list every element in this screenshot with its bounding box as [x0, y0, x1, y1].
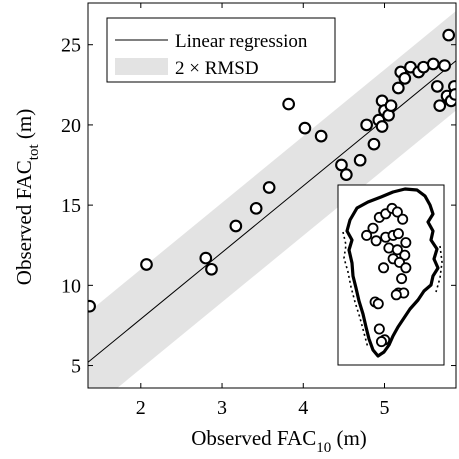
data-point	[448, 88, 456, 101]
data-point	[438, 59, 451, 72]
data-point	[314, 129, 328, 143]
inset-site-marker	[399, 249, 411, 261]
x-tick-label: 4	[298, 397, 308, 419]
y-tick-label: 25	[61, 35, 81, 57]
axes: 2 3 4 5 5 10 15 20 25	[61, 2, 457, 419]
regression-line	[88, 60, 456, 363]
inset-site-marker	[367, 222, 379, 234]
data-point	[353, 153, 367, 167]
inset-map	[337, 184, 445, 366]
x-axis-title: Observed FAC10 (m)	[191, 426, 367, 456]
data-point	[249, 201, 263, 215]
data-point	[339, 168, 353, 181]
y-axis-title: Observed FACtot (m)	[12, 109, 42, 285]
data-point	[430, 80, 444, 93]
y-axis-title-unit: (m)	[12, 109, 36, 145]
inset-site-marker	[391, 244, 403, 256]
inset-site-marker	[391, 206, 403, 218]
y-axis-title-sub: tot	[26, 144, 42, 161]
legend-band-swatch	[115, 58, 168, 75]
data-point	[360, 118, 373, 132]
data-point	[140, 258, 153, 271]
inset-site-markers	[361, 202, 412, 348]
data-point	[298, 121, 312, 135]
data-point	[391, 81, 405, 95]
data-point	[205, 262, 218, 276]
data-point	[282, 97, 296, 111]
y-tick-label: 5	[71, 356, 81, 378]
inset-site-marker	[361, 229, 373, 241]
inset-site-marker	[370, 235, 382, 247]
x-tick-label: 2	[136, 397, 146, 419]
y-tick-label: 10	[61, 275, 81, 297]
inset-site-marker	[400, 237, 412, 249]
x-tick-label: 5	[380, 397, 390, 419]
inset-site-marker	[390, 289, 402, 301]
y-tick-label: 15	[61, 195, 81, 217]
data-point	[384, 99, 398, 113]
data-point	[199, 251, 213, 265]
data-point	[229, 219, 243, 233]
coastline-ice	[342, 231, 443, 349]
x-axis-title-main: Observed FAC	[191, 426, 316, 450]
inset-site-marker	[396, 273, 408, 285]
y-axis-title-main: Observed FAC	[12, 160, 36, 285]
legend-entry-rmsd: 2 × RMSD	[175, 58, 259, 79]
data-point	[398, 72, 412, 85]
x-tick-label: 3	[217, 397, 227, 419]
inset-site-marker	[373, 323, 385, 335]
legend: Linear regression 2 × RMSD	[106, 17, 336, 83]
inset-site-marker	[372, 298, 384, 310]
inset-site-marker	[378, 262, 390, 274]
data-point	[442, 28, 456, 42]
plot-frame	[87, 2, 457, 389]
rmsd-band	[88, 10, 456, 388]
data-point	[375, 120, 389, 133]
data-point	[262, 181, 276, 194]
data-point	[367, 137, 381, 151]
x-axis-title-unit: (m)	[331, 426, 367, 450]
y-tick-label: 20	[61, 115, 81, 137]
data-point	[335, 158, 348, 172]
data-point	[88, 299, 96, 313]
legend-entry-regression: Linear regression	[175, 31, 308, 52]
inset-site-marker	[397, 213, 409, 225]
data-point	[426, 57, 440, 71]
data-point	[433, 99, 447, 113]
x-axis-title-sub: 10	[316, 440, 331, 456]
inset-site-marker	[375, 336, 387, 348]
data-points	[88, 28, 456, 313]
inset-site-marker	[400, 262, 412, 274]
inset-site-marker	[392, 228, 404, 240]
